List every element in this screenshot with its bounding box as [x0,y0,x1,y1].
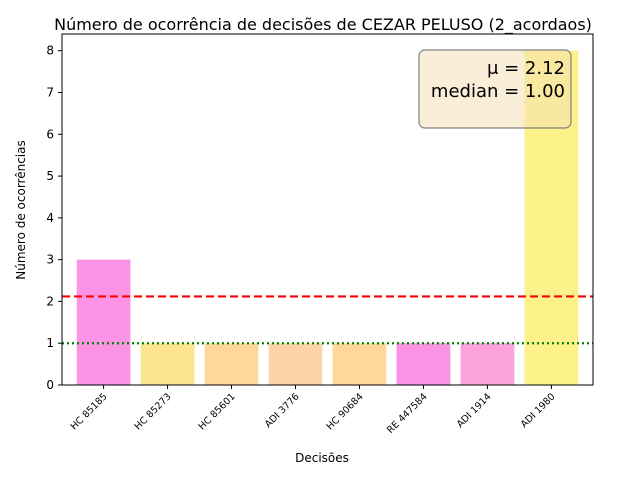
y-tick-label: 6 [46,127,54,141]
plot-frame [61,33,594,386]
x-tick-label: HC 90684 [325,391,366,432]
y-axis-label: Número de ocorrências [14,140,28,280]
y-tick-label: 3 [46,253,54,267]
x-tick-label: ADI 1980 [519,391,558,430]
y-tick-label: 7 [46,86,54,100]
bar [204,343,259,385]
y-tick-label: 2 [46,294,54,308]
x-axis-label: Decisões [295,451,349,465]
bar [140,343,195,385]
stats-box [418,49,572,129]
y-tick-label: 0 [46,378,54,392]
mean-stat: μ = 2.12 [487,58,565,79]
bar [76,259,131,385]
y-tick-label: 1 [46,336,54,350]
y-tick-label: 4 [46,211,54,225]
chart-title: Número de ocorrência de decisões de CEZA… [54,15,592,35]
bar [268,343,323,385]
x-tick-label: ADI 1914 [455,391,494,430]
y-tick-label: 5 [46,169,54,183]
bar [396,343,451,385]
bar [332,343,387,385]
y-tick-label: 8 [46,44,54,58]
x-tick-label: HC 85601 [197,391,238,432]
median-stat: median = 1.00 [431,81,565,102]
bar [460,343,515,385]
x-tick-label: RE 447584 [385,391,429,435]
x-tick-label: HC 85185 [69,391,110,432]
x-tick-label: HC 85273 [133,391,174,432]
x-tick-label: ADI 3776 [263,391,302,430]
